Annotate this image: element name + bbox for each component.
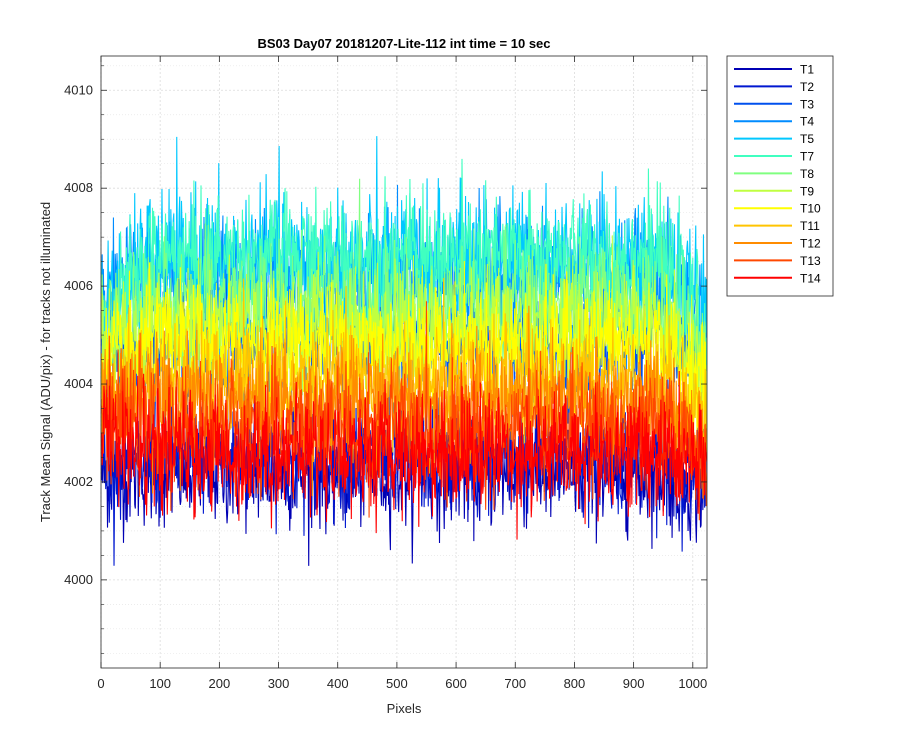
x-tick-labels: 0 100 200 300 400 500 600 700 800 900 1000: [97, 676, 707, 691]
legend-label-t10: T10: [800, 202, 821, 216]
legend-box: [726, 55, 834, 297]
series-layer: [101, 136, 707, 566]
x-tick-label: 800: [564, 676, 586, 691]
legend-label-t12: T12: [800, 237, 821, 251]
series-line-t14: [101, 368, 707, 540]
legend-label-t11: T11: [800, 219, 820, 233]
legend-label-t4: T4: [800, 115, 814, 129]
plot-border: [100, 55, 708, 669]
x-tick-label: 900: [623, 676, 645, 691]
series-line-t11: [101, 277, 707, 476]
y-tick-label: 4000: [64, 572, 93, 587]
x-tick-label: 300: [268, 676, 290, 691]
legend: T1 T2 T3 T4 T5 T7 T8 T9 T10 T11 T12 T13 T14: [726, 55, 834, 297]
y-tick-label: 4004: [64, 376, 93, 391]
x-tick-label: 500: [386, 676, 408, 691]
x-tick-label: 200: [209, 676, 231, 691]
x-tick-label: 600: [445, 676, 467, 691]
y-tick-label: 4008: [64, 180, 93, 195]
x-tick-label: 0: [97, 676, 104, 691]
x-tick-label: 700: [504, 676, 526, 691]
legend-label-t3: T3: [800, 97, 814, 111]
legend-label-t13: T13: [800, 254, 821, 268]
y-tick-label: 4006: [64, 278, 93, 293]
x-axis-label: Pixels: [387, 701, 422, 716]
x-tick-label: 100: [149, 676, 171, 691]
y-tick-label: 4010: [64, 82, 93, 97]
legend-label-t5: T5: [800, 132, 814, 146]
y-tick-label: 4002: [64, 474, 93, 489]
x-tick-label: 400: [327, 676, 349, 691]
y-tick-labels: 4000 4002 4004 4006 4008 4010: [64, 82, 93, 587]
x-tick-label: 1000: [678, 676, 707, 691]
legend-items: T1 T2 T3 T4 T5 T7 T8 T9 T10 T11 T12 T13 T14: [734, 63, 821, 285]
legend-label-t2: T2: [800, 80, 814, 94]
legend-label-t8: T8: [800, 167, 814, 181]
plot-axes: 0 100 200 300 400 500 600 700 800 900 1000 4000400…: [64, 55, 708, 691]
chart-title: BS03 Day07 20181207-Lite-112 int time = …: [257, 36, 550, 51]
axis-ticks: [100, 56, 707, 668]
legend-label-t1: T1: [800, 63, 814, 77]
legend-label-t14: T14: [800, 271, 821, 285]
y-axis-label: Track Mean Signal (ADU/pix) - for tracks…: [38, 202, 53, 522]
legend-label-t7: T7: [800, 150, 814, 164]
series-line-t7: [101, 158, 707, 404]
legend-label-t9: T9: [800, 184, 814, 198]
